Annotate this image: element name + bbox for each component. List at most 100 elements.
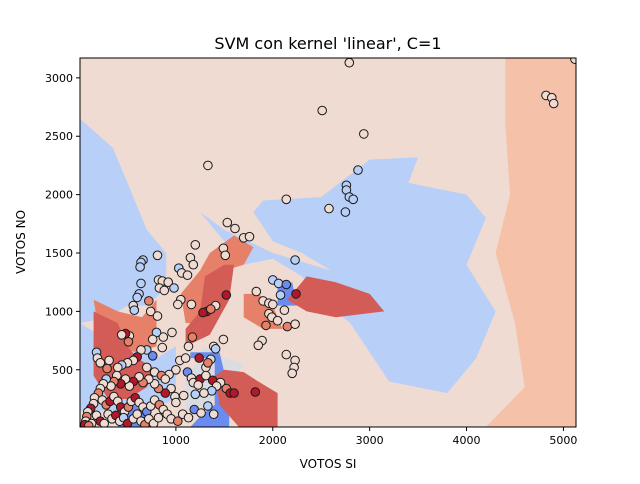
y-axis-ticks: 500 1000 1500 2000 2500 3000: [45, 72, 80, 377]
data-point: [290, 255, 300, 265]
data-point: [142, 362, 152, 373]
data-point: [208, 409, 219, 420]
data-point: [160, 374, 171, 384]
data-point: [548, 98, 559, 109]
data-point: [199, 388, 209, 398]
data-point: [250, 387, 261, 397]
data-point: [194, 353, 204, 363]
data-point: [190, 240, 201, 250]
region-dark-red-bottom: [214, 369, 278, 427]
y-tick-label: 2000: [45, 189, 73, 202]
data-point: [353, 165, 363, 175]
data-point: [207, 386, 217, 396]
data-point: [152, 311, 163, 321]
data-point: [173, 416, 183, 427]
data-point: [95, 358, 106, 368]
data-point: [272, 315, 283, 326]
data-point: [135, 262, 145, 272]
data-points: [80, 58, 576, 427]
data-point: [570, 58, 576, 64]
data-point: [159, 285, 170, 296]
data-point: [198, 307, 208, 318]
data-point: [340, 207, 351, 217]
region-light-blue-right: [200, 157, 496, 394]
data-point: [178, 390, 189, 401]
data-point: [152, 250, 163, 261]
data-point: [147, 334, 158, 345]
data-point: [129, 305, 140, 316]
data-point: [144, 296, 154, 306]
data-point: [182, 270, 193, 281]
x-tick-label: 4000: [453, 434, 481, 447]
data-point: [279, 305, 290, 316]
data-point: [281, 349, 292, 360]
data-point: [203, 160, 213, 171]
data-point: [188, 259, 199, 270]
data-point: [282, 321, 293, 332]
data-point: [344, 58, 355, 68]
data-point: [193, 380, 203, 390]
data-point: [160, 388, 171, 398]
data-point: [99, 418, 109, 427]
data-point: [169, 283, 179, 293]
data-point: [218, 334, 229, 345]
data-point: [116, 330, 127, 340]
y-axis-label: VOTOS NO: [14, 210, 28, 274]
data-point: [123, 337, 134, 347]
data-point: [171, 365, 181, 375]
data-point: [348, 194, 359, 205]
data-point: [145, 306, 156, 317]
data-point: [132, 292, 142, 303]
plot-frame: [79, 57, 577, 428]
y-tick-label: 1500: [45, 247, 73, 260]
data-point: [359, 129, 369, 139]
y-tick-label: 2500: [45, 130, 73, 143]
data-point: [183, 341, 194, 352]
region-dark-red-right: [287, 276, 385, 318]
data-point: [158, 332, 169, 342]
y-tick-label: 500: [52, 364, 73, 377]
data-point: [147, 351, 158, 361]
data-point: [201, 370, 211, 381]
data-point: [173, 299, 183, 310]
region-salmon: [485, 58, 576, 427]
data-point: [153, 412, 164, 423]
data-point: [206, 304, 216, 314]
y-tick-label: 1000: [45, 305, 73, 318]
x-axis-ticks: 1000 2000 3000 4000 5000: [162, 427, 577, 447]
data-point: [183, 412, 194, 423]
data-point: [230, 223, 240, 234]
x-axis-label: VOTOS SI: [300, 457, 357, 471]
region-light-blue-left: [80, 118, 167, 324]
data-point: [244, 231, 255, 242]
data-point: [229, 388, 239, 398]
data-point: [186, 299, 197, 310]
data-point: [268, 299, 278, 310]
data-point: [281, 279, 292, 290]
data-point: [210, 344, 221, 354]
data-point: [273, 278, 284, 289]
data-point: [221, 290, 232, 300]
data-point: [190, 389, 201, 400]
data-point: [203, 401, 213, 411]
data-point: [171, 397, 181, 408]
data-point: [163, 277, 173, 288]
data-point: [157, 342, 168, 353]
data-point: [251, 286, 262, 297]
data-point: [180, 353, 191, 363]
data-point: [136, 278, 146, 289]
data-point: [253, 340, 264, 351]
data-point: [113, 362, 123, 373]
data-point: [291, 289, 301, 299]
data-point: [196, 408, 206, 418]
x-tick-label: 1000: [162, 434, 190, 447]
data-point: [220, 250, 231, 261]
data-point: [222, 217, 233, 228]
data-point: [102, 363, 112, 374]
data-point: [317, 105, 328, 116]
data-point: [261, 320, 271, 331]
x-tick-label: 2000: [259, 434, 287, 447]
data-point: [203, 358, 213, 368]
data-point: [104, 355, 114, 366]
